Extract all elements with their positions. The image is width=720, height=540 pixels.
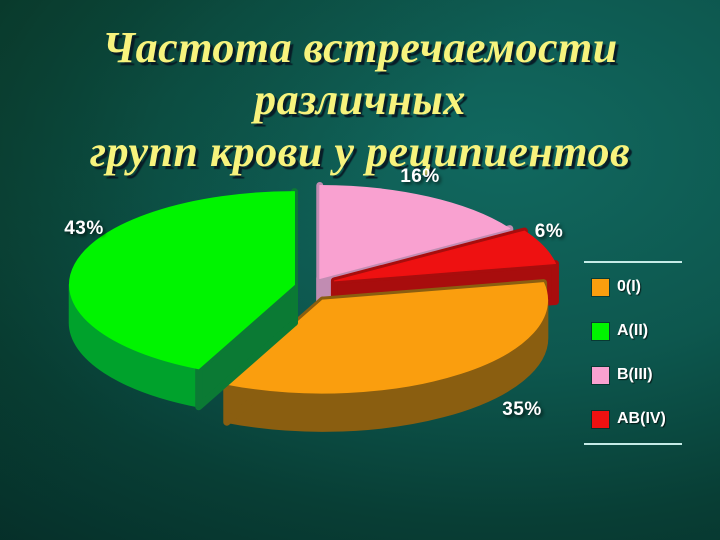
pie-slice-A(II) <box>69 191 295 370</box>
chart-legend: 0(I) A(II) B(III) AB(IV) <box>584 261 682 445</box>
legend-item-2: A(II) <box>584 309 682 353</box>
legend-swatch-icon <box>592 322 609 340</box>
pie-slice-AB(IV) <box>333 230 556 282</box>
legend-swatch-icon <box>592 278 609 296</box>
legend-item-1: 0(I) <box>584 265 682 309</box>
pie-slice-B(III) <box>319 184 511 279</box>
pie-slice-0(I) <box>226 282 549 394</box>
legend-label: AB(IV) <box>617 410 666 427</box>
page-title: Частота встречаемости различных групп кр… <box>0 22 720 178</box>
legend-label: A(II) <box>617 322 649 339</box>
legend-swatch-icon <box>592 410 609 428</box>
legend-swatch-icon <box>592 366 609 384</box>
title-line-2: групп крови у реципиентов <box>89 126 631 176</box>
title-line-1: Частота встречаемости различных <box>102 23 618 124</box>
legend-item-3: B(III) <box>584 353 682 397</box>
legend-label: B(III) <box>617 366 653 383</box>
legend-label: 0(I) <box>617 278 641 295</box>
legend-item-4: AB(IV) <box>584 397 682 441</box>
